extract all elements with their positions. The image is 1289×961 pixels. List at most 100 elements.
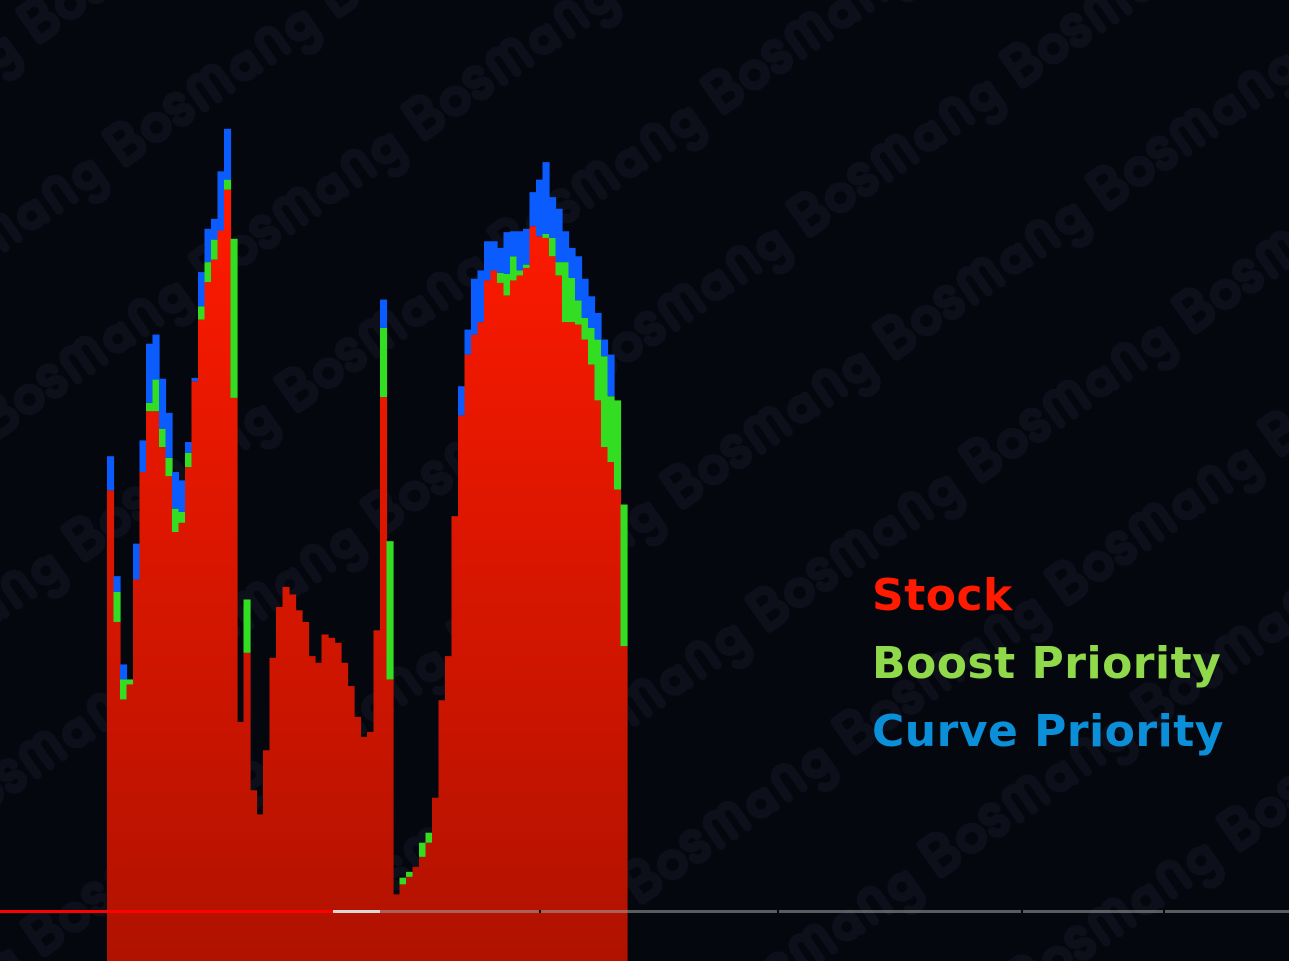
bar-boost-priority <box>523 264 531 268</box>
bar-curve-priority <box>120 664 128 680</box>
bar-curve-priority <box>503 232 511 274</box>
bar-stock <box>581 339 589 961</box>
bar-curve-priority <box>516 231 524 271</box>
bar-curve-priority <box>165 412 173 458</box>
bar-curve-priority <box>185 442 193 453</box>
bar-curve-priority <box>217 171 225 231</box>
bar-stock <box>464 354 472 961</box>
bar-curve-priority <box>172 472 180 509</box>
bar-curve-priority <box>555 208 563 263</box>
bar-boost-priority <box>555 262 563 276</box>
bar-stock <box>523 267 531 961</box>
bar-boost-priority <box>386 541 394 680</box>
bar-boost-priority <box>159 428 167 448</box>
bar-curve-priority <box>484 241 492 281</box>
bar-stock <box>172 532 180 961</box>
bar-curve-priority <box>490 241 498 271</box>
bar-boost-priority <box>516 270 524 276</box>
bar-stock <box>549 256 557 961</box>
bar-stock <box>243 652 251 961</box>
bar-stock <box>542 237 550 961</box>
bar-stock <box>341 662 349 961</box>
bar-boost-priority <box>152 379 160 412</box>
buffered-bar <box>332 910 381 913</box>
bar-boost-priority <box>243 599 251 653</box>
bar-stock <box>425 842 433 961</box>
bar-stock <box>490 270 498 961</box>
bar-stock <box>308 656 316 961</box>
bar-stock <box>321 634 329 961</box>
bar-stock <box>568 322 576 961</box>
chapter-marker <box>1020 910 1023 913</box>
bar-boost-priority <box>120 679 128 700</box>
bar-curve-priority <box>211 218 219 240</box>
bar-stock <box>471 334 479 961</box>
bar-curve-priority <box>464 329 472 355</box>
bar-boost-priority <box>185 452 193 468</box>
bar-stock <box>107 490 115 961</box>
legend-item-boost-priority: Boost Priority <box>872 638 1222 689</box>
bar-stock <box>510 280 518 961</box>
bar-stock <box>562 322 570 961</box>
bar-stock <box>250 790 258 961</box>
bar-stock <box>438 700 446 961</box>
bar-stock <box>263 750 271 961</box>
legend: Stock Boost Priority Curve Priority <box>872 562 1224 766</box>
bar-curve-priority <box>458 386 466 416</box>
bar-curve-priority <box>113 576 121 592</box>
bar-curve-priority <box>529 192 537 227</box>
bar-stock <box>503 295 511 961</box>
bar-stock <box>165 476 173 961</box>
bar-stock <box>315 662 323 961</box>
bar-stock <box>607 462 615 961</box>
bar-curve-priority <box>549 197 557 238</box>
bar-stock <box>204 282 212 961</box>
bar-curve-priority <box>523 228 531 265</box>
bar-stock <box>594 400 602 961</box>
bar-stock <box>152 411 160 961</box>
bar-stock <box>211 259 219 961</box>
bar-stock <box>178 522 186 961</box>
bar-stock <box>575 324 583 961</box>
bar-curve-priority <box>477 270 485 323</box>
bar-boost-priority <box>425 832 433 843</box>
bar-stock <box>588 364 596 961</box>
bar-stock <box>406 876 414 961</box>
bar-boost-priority <box>575 300 583 325</box>
bar-boost-priority <box>126 679 134 685</box>
bar-stock <box>497 282 505 961</box>
bar-boost-priority <box>601 356 609 448</box>
bar-stock <box>393 894 401 961</box>
bar-curve-priority <box>568 247 576 278</box>
bar-stock <box>237 721 245 961</box>
bar-stock <box>217 230 225 961</box>
bar-curve-priority <box>224 128 232 180</box>
bar-stock <box>224 189 232 961</box>
bar-boost-priority <box>178 512 186 523</box>
bar-stock <box>536 236 544 961</box>
bar-stock <box>412 866 420 961</box>
bar-stock <box>555 275 563 961</box>
bar-stock <box>230 397 238 961</box>
bar-curve-priority <box>159 378 167 429</box>
bar-boost-priority <box>399 877 407 885</box>
bar-stock <box>191 381 199 961</box>
bar-boost-priority <box>581 317 589 340</box>
bar-boost-priority <box>230 238 238 398</box>
bar-stock <box>113 621 121 961</box>
bar-boost-priority <box>549 237 557 257</box>
bar-stock <box>445 656 453 961</box>
bar-curve-priority <box>581 278 589 318</box>
video-progress-bar[interactable] <box>0 910 1289 913</box>
bar-stock <box>529 226 537 961</box>
bar-stock <box>347 686 355 961</box>
bar-stock <box>276 606 284 961</box>
bar-stock <box>432 797 440 961</box>
bar-stock <box>373 630 381 961</box>
bar-curve-priority <box>471 278 479 335</box>
bar-stock <box>367 731 375 961</box>
bar-boost-priority <box>380 327 388 398</box>
bar-curve-priority <box>497 247 505 273</box>
